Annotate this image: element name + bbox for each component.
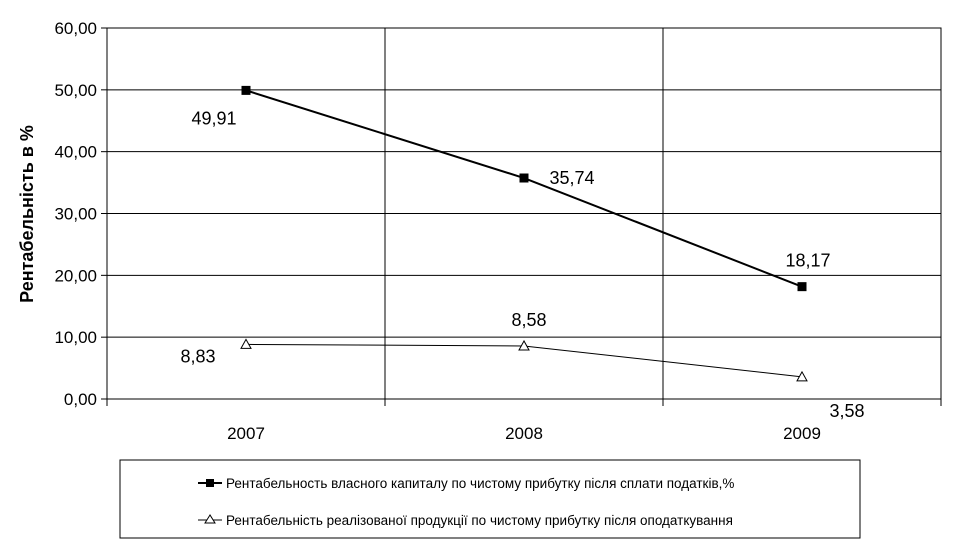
data-point-triangle bbox=[796, 370, 808, 382]
x-tick-label: 2009 bbox=[783, 424, 821, 443]
data-label: 3,58 bbox=[829, 401, 864, 421]
data-point-square bbox=[797, 282, 807, 292]
series-1: 49,91 35,74 18,17 bbox=[191, 85, 831, 292]
y-tick-label: 10,00 bbox=[54, 328, 97, 347]
y-tick-label: 60,00 bbox=[54, 19, 97, 38]
data-label: 35,74 bbox=[549, 168, 594, 188]
data-point-triangle bbox=[240, 338, 252, 349]
legend-label: Рентабельність реалізованої продукції по… bbox=[226, 513, 733, 528]
data-label: 18,17 bbox=[785, 251, 830, 271]
data-point-square bbox=[519, 173, 529, 183]
data-label: 49,91 bbox=[191, 108, 236, 128]
legend-triangle-marker bbox=[204, 514, 216, 524]
x-tick-label: 2008 bbox=[505, 424, 543, 443]
y-tick-label: 50,00 bbox=[54, 81, 97, 100]
x-tick-label: 2007 bbox=[227, 424, 265, 443]
y-tick-label: 40,00 bbox=[54, 143, 97, 162]
data-point-triangle bbox=[518, 339, 530, 351]
y-axis-label: Рентабельність в % bbox=[17, 125, 37, 303]
data-label: 8,83 bbox=[180, 346, 215, 366]
y-tick-label: 0,00 bbox=[64, 390, 97, 409]
y-tick-label: 20,00 bbox=[54, 266, 97, 285]
series: 49,91 35,74 18,17 8,83 8,58 3,58 bbox=[180, 85, 865, 421]
data-point-square bbox=[241, 85, 251, 95]
data-label: 8,58 bbox=[511, 310, 546, 330]
legend: Рентабельность власного капиталу по чист… bbox=[198, 476, 734, 528]
legend-box bbox=[119, 459, 861, 539]
legend-square-marker bbox=[206, 479, 214, 487]
y-tick-label: 30,00 bbox=[54, 205, 97, 224]
series-2: 8,83 8,58 3,58 bbox=[180, 310, 864, 421]
legend-label: Рентабельность власного капиталу по чист… bbox=[226, 476, 734, 491]
axes: 0,00 10,00 20,00 30,00 40,00 50,00 60,00 2007 20… bbox=[54, 19, 942, 443]
